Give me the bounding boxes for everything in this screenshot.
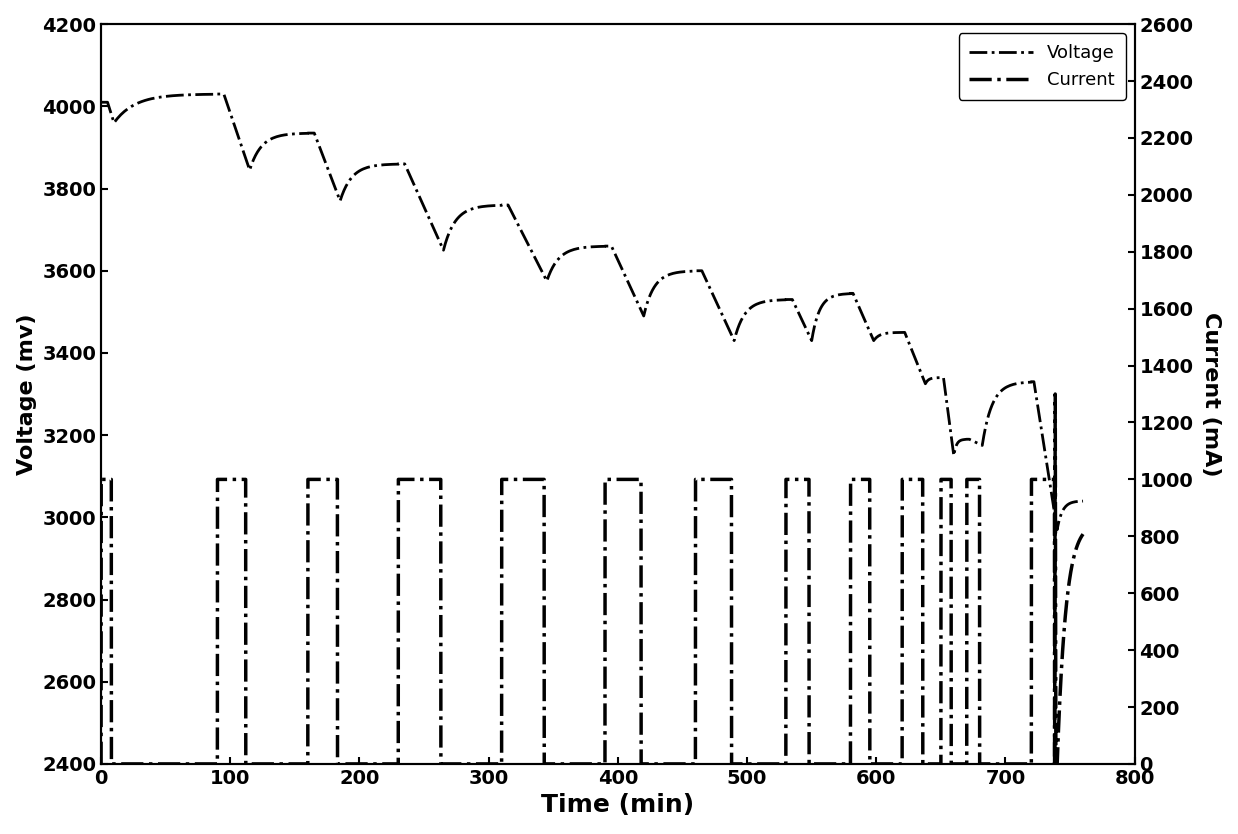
Voltage [1050, 525, 1065, 535]
Current [688, 475, 703, 485]
Current [801, 475, 816, 485]
Current [1076, 529, 1091, 539]
Y-axis label: Current (mA): Current (mA) [1201, 312, 1222, 476]
Voltage [298, 128, 313, 138]
Current [933, 475, 948, 485]
Voltage [210, 89, 225, 99]
Voltage [94, 98, 109, 108]
Legend: Voltage, Current: Voltage, Current [958, 33, 1125, 100]
Voltage [921, 374, 936, 384]
Line: Voltage: Voltage [102, 94, 1083, 530]
Voltage [467, 203, 482, 214]
Y-axis label: Voltage (mv): Voltage (mv) [16, 314, 37, 475]
Current [1047, 389, 1062, 399]
Current [94, 759, 109, 769]
Voltage [137, 95, 152, 105]
Current [433, 475, 448, 485]
Voltage [654, 274, 669, 284]
Current [843, 759, 858, 769]
Voltage [1076, 496, 1091, 506]
Current [688, 759, 703, 769]
Voltage [827, 291, 842, 301]
X-axis label: Time (min): Time (min) [541, 793, 695, 817]
Line: Current: Current [102, 394, 1083, 764]
